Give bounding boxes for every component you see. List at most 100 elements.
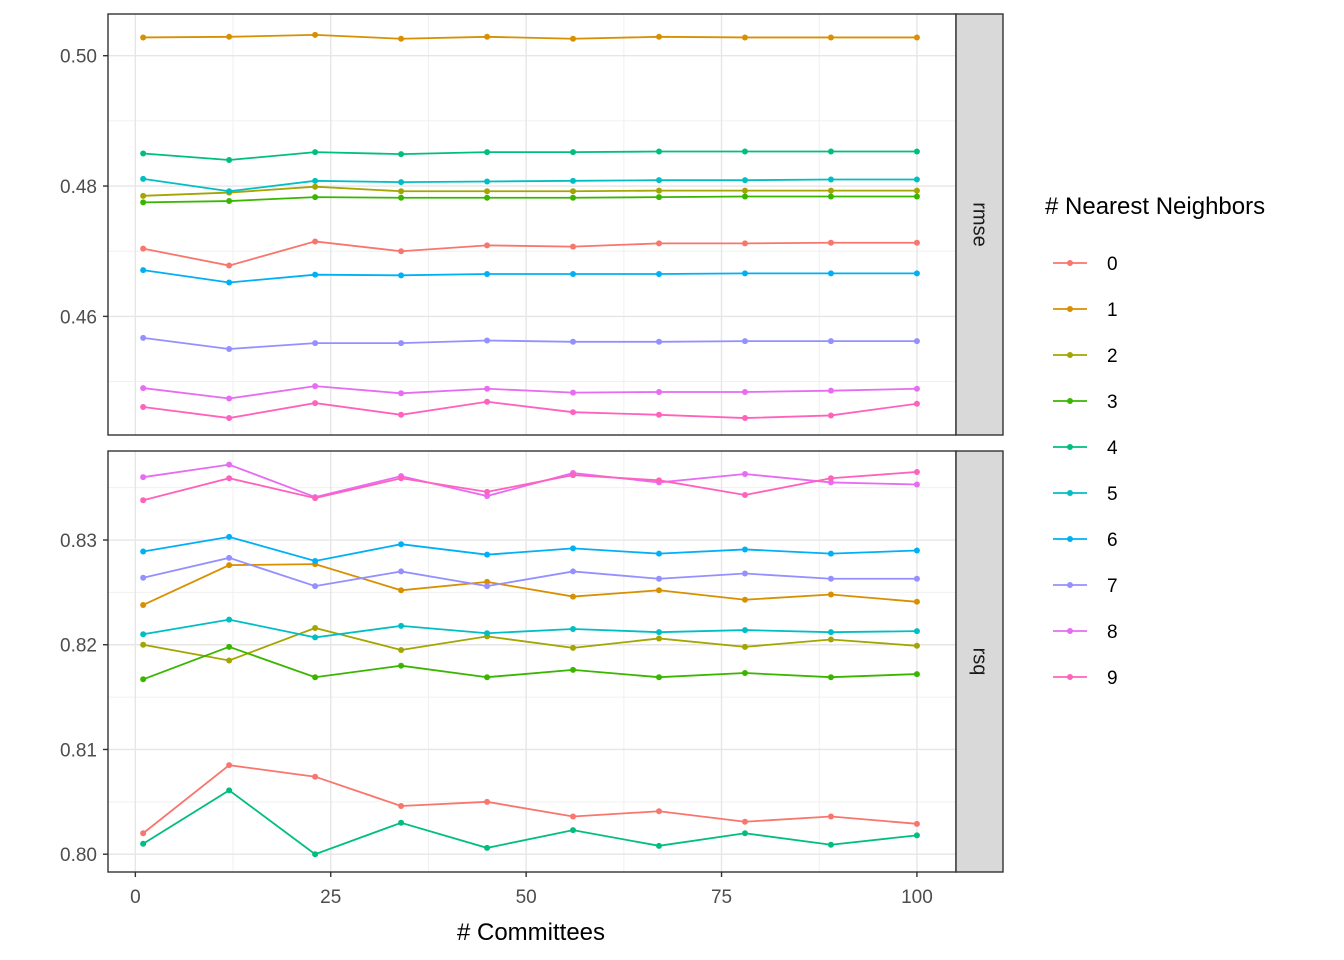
panel-rmse-data-point: [570, 177, 577, 184]
panel-rmse-data-point: [827, 193, 834, 200]
panel-rmse-data-point: [484, 337, 491, 344]
panel-rmse-series-7: [140, 334, 920, 352]
panel-rmse-data-point: [484, 398, 491, 405]
panel-rmse-data-point: [827, 239, 834, 246]
panel-rmse-data-point: [570, 271, 577, 278]
panel-rmse-data-point: [741, 193, 748, 200]
panel-rmse-data-point: [827, 412, 834, 419]
legend-label: 1: [1107, 300, 1118, 321]
panel-rmse-data-point: [226, 262, 233, 269]
panel-rsq-series-7: [140, 554, 920, 590]
panel-rsq-data-point: [140, 474, 147, 481]
panel-rmse-data-point: [656, 177, 663, 184]
panel-rsq-data-point: [827, 813, 834, 820]
panel-rmse-data-point: [398, 272, 405, 279]
panel-rsq-data-point: [312, 624, 319, 631]
panel-rsq-data-point: [484, 493, 491, 500]
panel-rmse: 0.46 0.48 0.50 rmse: [60, 13, 1004, 436]
panel-rsq-data-point: [226, 562, 233, 569]
panel-rsq-series-line-7: [142, 556, 917, 588]
panel-rmse-data-point: [570, 149, 577, 156]
panel-rsq-data-point: [741, 627, 748, 634]
panel-rmse-data-point: [913, 385, 920, 392]
panel-rsq-data-point: [226, 762, 233, 769]
panel-rsq-data-point: [398, 475, 405, 482]
panel-rmse-data-point: [398, 390, 405, 397]
panel-rsq-data-point: [226, 475, 233, 482]
panel-rmse-data-point: [398, 340, 405, 347]
panel-rmse-data-point: [226, 156, 233, 163]
panel-rmse-data-point: [741, 177, 748, 184]
panel-rsq-data-point: [656, 629, 663, 636]
panel-rmse-series-5: [140, 175, 920, 195]
panel-rmse-data-point: [741, 34, 748, 41]
panel-rsq-data-point: [484, 630, 491, 637]
panel-rmse-data-point: [140, 34, 147, 41]
panel-rsq-data-point: [570, 644, 577, 651]
panel-rmse-data-point: [741, 388, 748, 395]
panel-rmse-background: [108, 14, 956, 435]
panel-rsq-data-point: [140, 497, 147, 504]
panel-rsq-data-point: [226, 787, 233, 794]
legend-keys: 0 1 2 3 4 5 6 7 8 9: [1053, 254, 1118, 689]
legend-label: 9: [1107, 668, 1118, 689]
panel-rsq-data-point: [913, 598, 920, 605]
legend-key-point: [1067, 352, 1073, 358]
panels-layer: 0.46 0.48 0.50 rmse 0.80 0.81 0.82 0.83 rsq 0 25 50…: [60, 13, 1004, 908]
panel-rmse-series-1: [140, 31, 920, 42]
panel-rmse-data-point: [398, 179, 405, 186]
panel-rsq-data-point: [741, 570, 748, 577]
panel-rsq-data-point: [570, 827, 577, 834]
panel-rmse-data-point: [827, 176, 834, 183]
panel-rsq-strip-label: rsq: [969, 648, 991, 676]
legend-item-0: 0: [1053, 254, 1118, 275]
x-tick-label: 0: [130, 887, 141, 908]
panel-rsq-data-point: [140, 840, 147, 847]
panel-rsq-data-point: [398, 541, 405, 548]
panel-rmse-y-tick-label: 0.46: [60, 307, 97, 328]
panel-rmse-y-tick-label: 0.50: [60, 47, 97, 68]
panel-rmse-data-point: [570, 389, 577, 396]
panel-rsq-data-point: [570, 568, 577, 575]
panel-rsq-data-point: [913, 820, 920, 827]
panel-rsq-series-line-3: [142, 645, 917, 681]
panel-rmse-series-8: [140, 383, 920, 402]
panel-rmse-data-point: [827, 387, 834, 394]
panel-rsq-data-point: [312, 851, 319, 858]
panel-rmse-data-point: [140, 334, 147, 341]
panel-rmse-data-point: [226, 395, 233, 402]
panel-rsq-data-point: [827, 629, 834, 636]
panel-rmse-data-point: [484, 178, 491, 185]
panel-rmse-data-point: [656, 194, 663, 201]
panel-rmse-data-point: [226, 415, 233, 422]
panel-rmse-data-point: [312, 177, 319, 184]
legend-key-point: [1067, 490, 1073, 496]
panel-rsq-data-point: [226, 554, 233, 561]
panel-rmse-data-point: [741, 240, 748, 247]
panel-rmse-data-point: [398, 194, 405, 201]
panel-rmse-series-line-5: [143, 177, 917, 193]
panel-rsq-data-point: [913, 642, 920, 649]
panel-rsq-data-point: [484, 551, 491, 558]
panel-rmse-data-point: [741, 338, 748, 345]
legend-label: 5: [1107, 484, 1118, 505]
panel-rmse-data-point: [656, 187, 663, 194]
panel-rmse-data-point: [656, 271, 663, 278]
panel-rsq-series-line-5: [143, 618, 917, 639]
panel-rsq-data-point: [741, 818, 748, 825]
panel-rsq-data-point: [913, 832, 920, 839]
panel-rmse-strip: [955, 13, 1004, 436]
panel-rsq-data-point: [398, 819, 405, 826]
panel-rmse-data-point: [226, 33, 233, 40]
panel-rsq-series-line-2: [143, 627, 917, 662]
panel-rmse-data-point: [398, 411, 405, 418]
panel-rsq-data-point: [570, 545, 577, 552]
legend-item-1: 1: [1053, 300, 1118, 321]
panel-rsq-data-point: [913, 547, 920, 554]
legend-item-5: 5: [1053, 484, 1118, 505]
panel-rsq-data-point: [226, 533, 233, 540]
panel-rsq-data-point: [484, 844, 491, 851]
legend: # Nearest Neighbors 0 1 2 3 4 5 6 7 8 9: [1045, 193, 1265, 689]
panel-rmse-data-point: [226, 188, 233, 195]
panel-rsq-series-line-8: [143, 463, 917, 499]
